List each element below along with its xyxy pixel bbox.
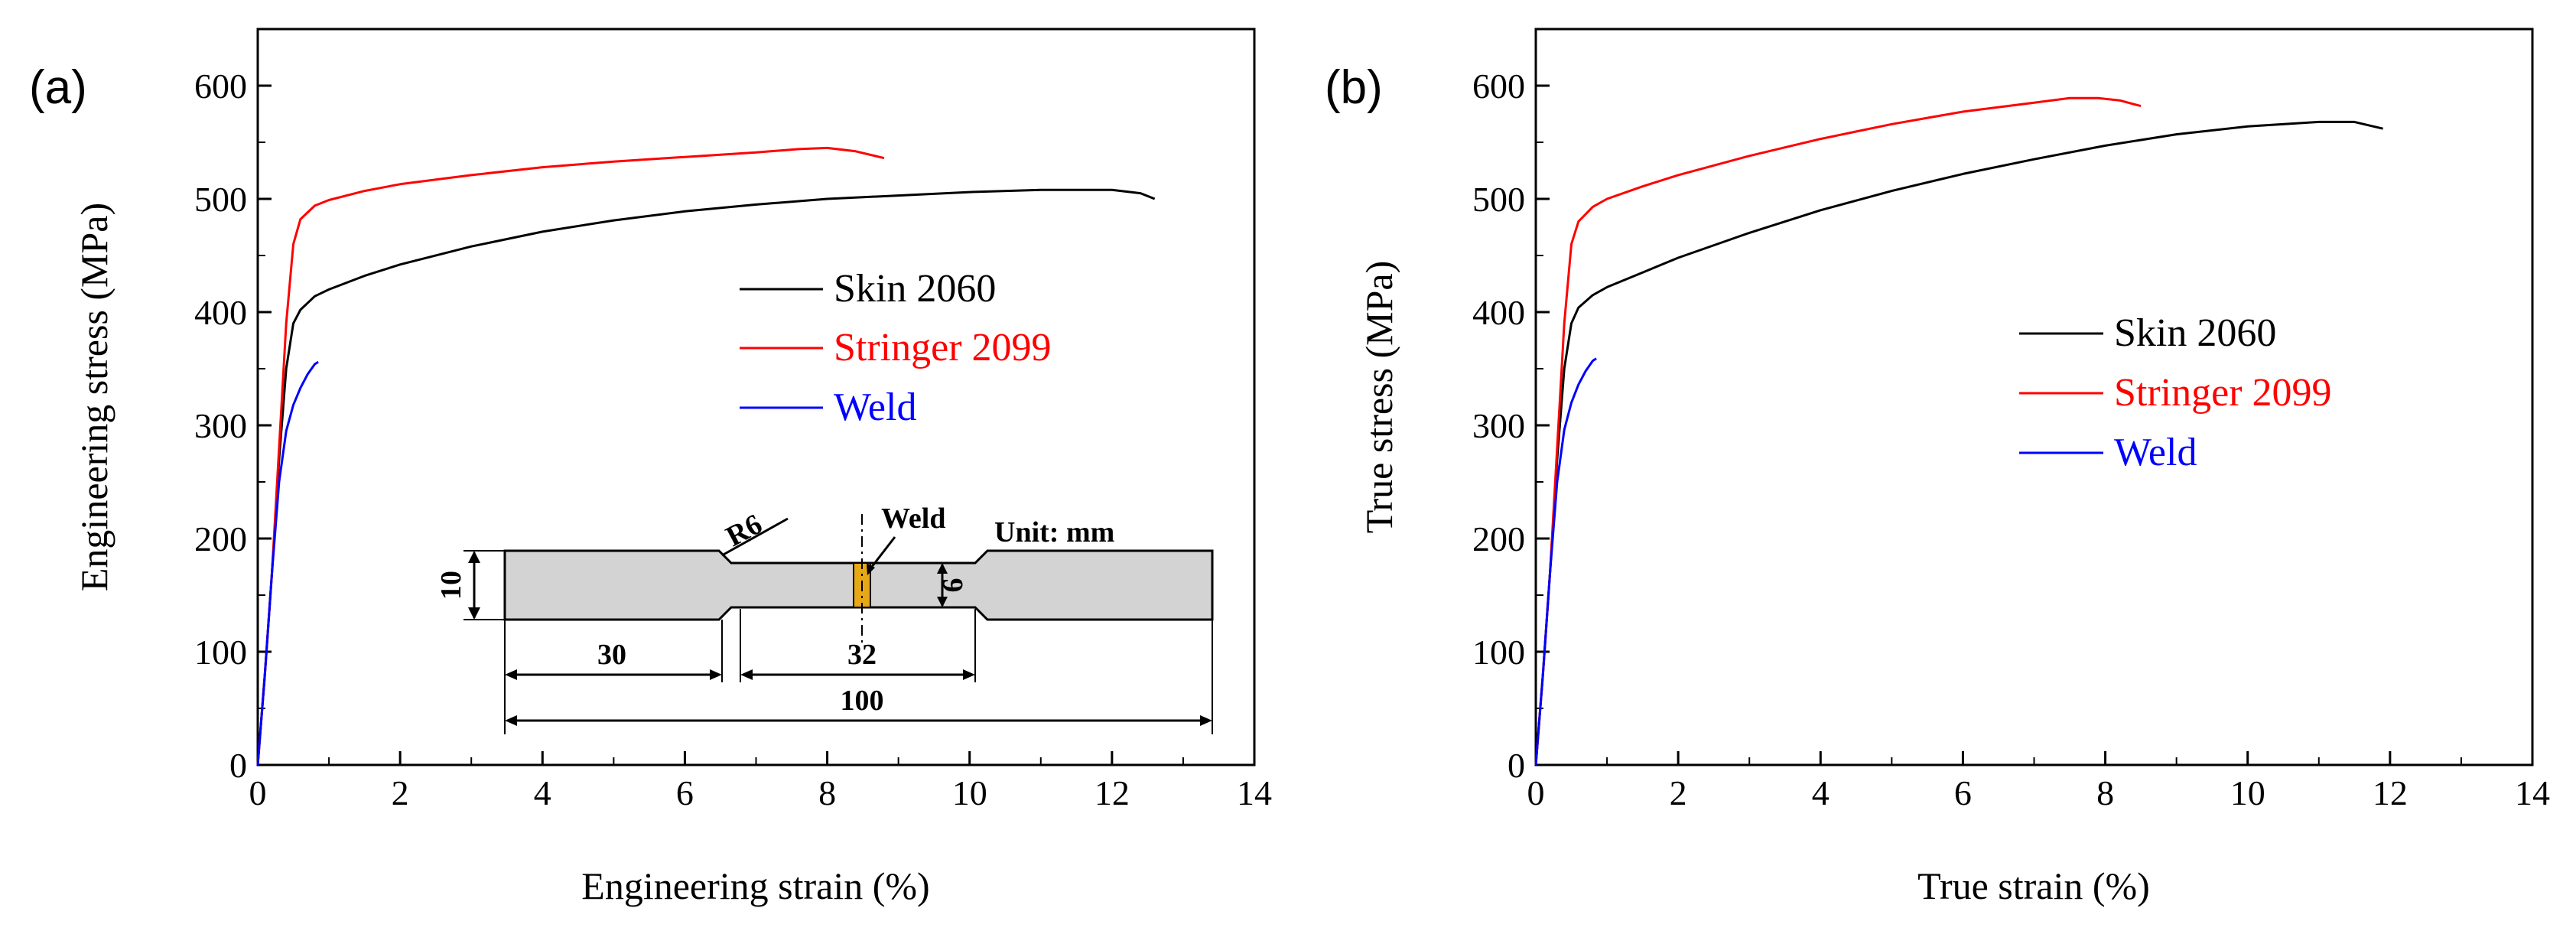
legend-label-skin-b: Skin 2060: [2114, 311, 2276, 355]
y-axis-title-a: Engineering stress (MPa): [73, 203, 115, 591]
y-tick-label-b: 600: [1472, 67, 1525, 106]
series-line-weld-a: [256, 360, 319, 766]
x-tick-label-b: 4: [1812, 773, 1830, 812]
dim-gauge-arrow-right: [963, 669, 975, 680]
y-tick-label-a: 0: [229, 746, 247, 785]
x-tick-label-a: 8: [818, 773, 836, 812]
x-tick-label-a: 2: [392, 773, 409, 812]
x-tick-label-b: 14: [2515, 773, 2550, 812]
dim-grip-arrow-right: [710, 669, 722, 680]
y-tick-label-b: 300: [1472, 406, 1525, 445]
y-tick-label-a: 400: [194, 293, 247, 332]
dim-width-gauge-arrow-top: [937, 563, 948, 574]
weld-leader-arrowhead: [867, 563, 875, 575]
x-tick-label-a: 6: [676, 773, 694, 812]
x-tick-label-b: 10: [2230, 773, 2265, 812]
dim-total-arrow-left: [505, 715, 517, 726]
weld-label: Weld: [881, 503, 945, 535]
radius-leader: [721, 517, 789, 557]
radius-label: R6: [721, 508, 768, 553]
dim-width-gauge-arrow-bottom: [937, 597, 948, 607]
legend-label-stringer-a: Stringer 2099: [834, 326, 1052, 369]
y-tick-label-a: 500: [194, 180, 247, 219]
unit-label: Unit: mm: [994, 516, 1114, 548]
x-ticks-b: 0 2 4 6 8 10 12 14: [1527, 751, 2550, 812]
panel-b: (b) 0 2 4 6 8 10 12 14 0 100 200 300 400 500 600 True…: [1325, 28, 2550, 907]
series-group-b: [1534, 96, 2383, 766]
legend-label-skin-a: Skin 2060: [834, 267, 996, 311]
y-tick-label-b: 400: [1472, 293, 1525, 332]
specimen-inset: Unit: mm R6 Weld 10 6: [435, 503, 1214, 734]
y-axis-title-b: True stress (MPa): [1358, 261, 1400, 534]
x-tick-label-b: 12: [2373, 773, 2408, 812]
y-ticks-a: 0 100 200 300 400 500 600: [194, 28, 272, 785]
y-tick-label-a: 300: [194, 406, 247, 445]
y-tick-label-a: 100: [194, 633, 247, 672]
series-line-weld-b: [1534, 357, 1597, 766]
legend-a: Skin 2060 Stringer 2099 Weld: [740, 267, 1052, 429]
dim-total-arrow-right: [1200, 715, 1212, 726]
dim-gauge-arrow-left: [740, 669, 753, 680]
dim-width-end-arrow-bottom: [468, 607, 480, 620]
panel-label-a: (a): [29, 61, 87, 114]
legend-label-stringer-b: Stringer 2099: [2114, 371, 2332, 415]
plot-frame-b: [1534, 28, 2534, 766]
y-tick-label-b: 200: [1472, 519, 1525, 558]
x-tick-label-a: 14: [1237, 773, 1272, 812]
series-line-skin-2060-a: [256, 188, 1156, 766]
panel-label-b: (b): [1325, 61, 1383, 114]
x-axis-title-a: Engineering strain (%): [581, 864, 929, 907]
legend-label-weld-a: Weld: [834, 386, 916, 429]
plot-frame-a: [256, 28, 1256, 766]
x-tick-label-a: 10: [952, 773, 987, 812]
series-line-skin-2060-b: [1534, 120, 2383, 766]
dim-width-gauge-label: 6: [937, 578, 969, 593]
x-tick-label-a: 12: [1094, 773, 1130, 812]
x-tick-label-b: 8: [2096, 773, 2114, 812]
y-tick-label-b: 500: [1472, 180, 1525, 219]
series-line-stringer-2099-a: [256, 146, 885, 766]
x-axis-title-b: True strain (%): [1917, 864, 2150, 907]
dim-gauge-label: 32: [847, 639, 877, 671]
dim-grip-arrow-left: [505, 669, 517, 680]
dim-total-label: 100: [841, 685, 884, 717]
x-tick-label-a: 4: [534, 773, 551, 812]
y-tick-label-a: 600: [194, 67, 247, 106]
y-tick-label-a: 200: [194, 519, 247, 558]
x-tick-label-b: 6: [1954, 773, 1972, 812]
legend-label-weld-b: Weld: [2114, 431, 2197, 474]
dim-grip-label: 30: [597, 639, 626, 671]
dim-width-end-arrow-top: [468, 551, 480, 563]
y-ticks-b: 0 100 200 300 400 500 600: [1472, 28, 1550, 785]
series-line-stringer-2099-b: [1534, 96, 2142, 766]
y-tick-label-b: 0: [1508, 746, 1525, 785]
dim-width-end-label: 10: [435, 571, 467, 600]
panel-a: (a) 0 2 4 6 8 10 12 14 0 100 200 300 400 500 600 Engi…: [29, 28, 1272, 907]
legend-b: Skin 2060 Stringer 2099 Weld: [2019, 311, 2332, 474]
series-group-a: [256, 146, 1156, 766]
y-tick-label-b: 100: [1472, 633, 1525, 672]
x-tick-label-b: 0: [1527, 773, 1545, 812]
x-tick-label-b: 2: [1670, 773, 1687, 812]
x-ticks-a: 0 2 4 6 8 10 12 14: [249, 751, 1272, 812]
x-tick-label-a: 0: [249, 773, 267, 812]
weld-leader: [867, 536, 896, 571]
